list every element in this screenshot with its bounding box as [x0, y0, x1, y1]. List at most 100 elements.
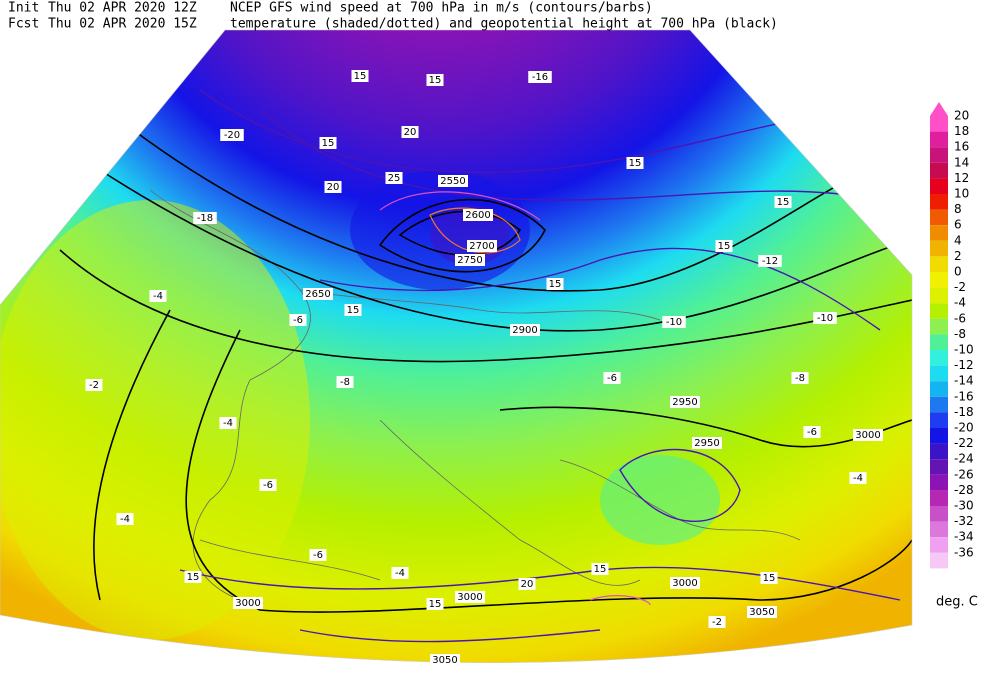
- colorbar-box: [930, 334, 948, 350]
- map-label-bg: [758, 255, 782, 267]
- map-label-bg: [319, 137, 337, 149]
- map-label: 2900: [512, 325, 537, 336]
- map-label-bg: [670, 396, 700, 408]
- colorbar-box: [930, 552, 948, 569]
- colorbar-box: [930, 303, 948, 319]
- map-label-bg: [853, 429, 883, 441]
- map-label: -6: [313, 550, 323, 561]
- map-label-bg: [116, 513, 134, 525]
- colorbar-box: [930, 287, 948, 304]
- colorbar-box: [930, 490, 948, 506]
- colorbar-label: -22: [954, 436, 974, 450]
- map-label: 2700: [469, 241, 494, 252]
- map-label: 2750: [457, 255, 482, 266]
- colorbar-label: 18: [954, 124, 969, 138]
- colorbar-box: [930, 194, 948, 210]
- map-label: -8: [795, 373, 805, 384]
- colorbar-label: 16: [954, 140, 969, 154]
- map-label-bg: [708, 616, 726, 628]
- header-line1: NCEP GFS wind speed at 700 hPa in m/s (c…: [230, 1, 653, 16]
- colorbar-label: 2: [954, 249, 962, 263]
- map-label: 15: [347, 305, 360, 316]
- map-label: 3050: [432, 655, 457, 666]
- map-label: -2: [712, 617, 722, 628]
- map-label-bg: [220, 129, 244, 141]
- colorbar-label: 4: [954, 233, 962, 247]
- map-label: 2650: [305, 289, 330, 300]
- map-label-bg: [591, 563, 609, 575]
- map-label: 20: [327, 182, 340, 193]
- map-label-bg: [510, 324, 540, 336]
- map-label: 20: [404, 127, 417, 138]
- map-label: 3000: [457, 592, 482, 603]
- map-label-bg: [351, 70, 369, 82]
- map-label: 20: [521, 579, 534, 590]
- map-label-bg: [692, 437, 722, 449]
- map-label-bg: [626, 157, 644, 169]
- colorbar-label: -18: [954, 405, 974, 419]
- map-label-bg: [324, 181, 342, 193]
- map-label-bg: [391, 567, 409, 579]
- colorbar-label: -26: [954, 467, 974, 481]
- colorbar-label: 14: [954, 155, 969, 169]
- map-label: 15: [549, 279, 562, 290]
- colorbar-label: -12: [954, 358, 974, 372]
- colorbar-label: -16: [954, 389, 974, 403]
- map-label-bg: [85, 379, 103, 391]
- colorbar-box: [930, 365, 948, 382]
- colorbar-box: [930, 162, 948, 179]
- map-label: 3000: [672, 578, 697, 589]
- map-label: -8: [340, 377, 350, 388]
- colorbar-label: -2: [954, 280, 966, 294]
- map-label-bg: [184, 571, 202, 583]
- map-label-bg: [430, 654, 460, 666]
- colorbar-box: [930, 474, 948, 491]
- map-label: -4: [223, 418, 233, 429]
- header-line2: temperature (shaded/dotted) and geopoten…: [230, 17, 778, 32]
- colorbar-box: [930, 209, 948, 226]
- map-label: -12: [762, 256, 778, 267]
- map-label: 2950: [672, 397, 697, 408]
- colorbar-label: -30: [954, 499, 974, 513]
- map-label-bg: [219, 417, 237, 429]
- colorbar-box: [930, 412, 948, 428]
- colorbar-unit: deg. C: [936, 595, 978, 610]
- map-label-bg: [426, 598, 444, 610]
- colorbar-label: -28: [954, 483, 974, 497]
- colorbar-box: [930, 178, 948, 194]
- map-label-bg: [289, 314, 307, 326]
- map-label: -18: [197, 213, 213, 224]
- map-label-bg: [662, 316, 686, 328]
- map-label-bg: [813, 312, 837, 324]
- map-label-bg: [303, 288, 333, 300]
- map-label-bg: [309, 549, 327, 561]
- map-label: -10: [666, 317, 682, 328]
- colorbar-label: -6: [954, 311, 966, 325]
- map-label: 15: [763, 573, 776, 584]
- map-label-bg: [546, 278, 564, 290]
- map-label-bg: [670, 577, 700, 589]
- map-label: 3000: [855, 430, 880, 441]
- map-label: -6: [807, 427, 817, 438]
- colorbar-label: -8: [954, 327, 966, 341]
- colorbar-arrow: [930, 102, 948, 116]
- colorbar-label: -32: [954, 514, 974, 528]
- map-label-bg: [463, 209, 493, 221]
- colorbar-box: [930, 537, 948, 553]
- map-label: 15: [594, 564, 607, 575]
- map-label: 15: [187, 572, 200, 583]
- colorbar-box: [930, 256, 948, 272]
- colorbar-label: 0: [954, 265, 962, 279]
- map-label-bg: [426, 74, 444, 86]
- colorbar-label: 12: [954, 171, 969, 185]
- fcst-time: Thu 02 APR 2020 15Z: [48, 17, 197, 32]
- map-label: -2: [89, 380, 99, 391]
- colorbar-label: -4: [954, 296, 966, 310]
- colorbar-label: 8: [954, 202, 962, 216]
- colorbar-box: [930, 443, 948, 460]
- map-label: 15: [354, 71, 367, 82]
- colorbar-label: 6: [954, 218, 962, 232]
- colorbar-box: [930, 396, 948, 413]
- init-time: Thu 02 APR 2020 12Z: [48, 1, 197, 16]
